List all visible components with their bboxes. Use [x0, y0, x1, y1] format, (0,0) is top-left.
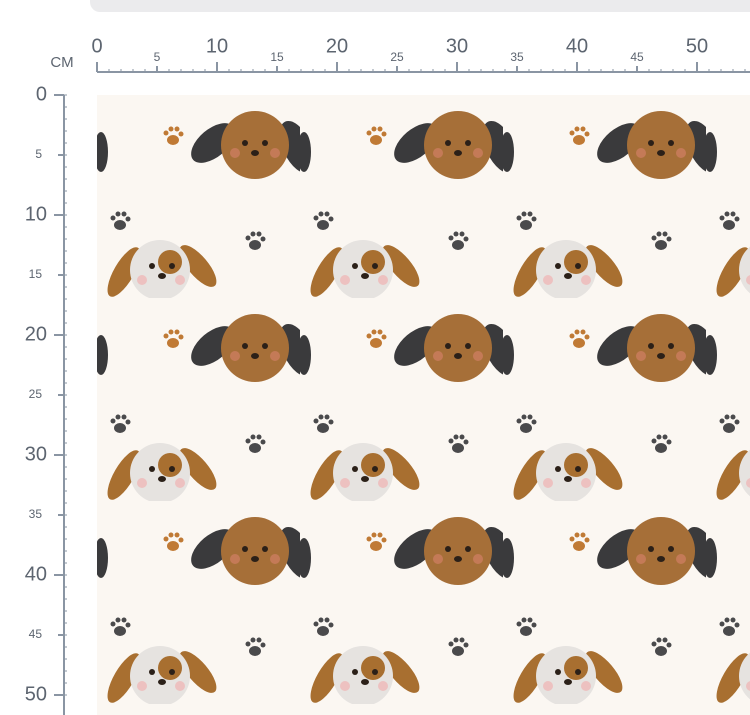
ruler-label: 35: [510, 50, 524, 64]
ruler-label: 5: [154, 50, 161, 64]
ruler-label: 50: [25, 683, 47, 705]
top-bar: [90, 0, 750, 12]
fabric-pattern: [97, 95, 750, 715]
ruler-label: 10: [206, 35, 228, 57]
ruler-label: 0: [36, 83, 47, 105]
ruler-label: 30: [25, 443, 47, 465]
ruler-label: 25: [390, 50, 404, 64]
ruler-label: 10: [25, 203, 47, 225]
ruler-label: 35: [29, 507, 43, 521]
ruler-label: 45: [29, 627, 43, 641]
ruler-label: 20: [25, 323, 47, 345]
ruler-label: 15: [29, 267, 43, 281]
ruler-label: 45: [630, 50, 644, 64]
ruler-label: 20: [326, 35, 348, 57]
ruler-label: 50: [686, 35, 708, 57]
ruler-label: 30: [446, 35, 468, 57]
ruler-label: 40: [566, 35, 588, 57]
ruler-label: 40: [25, 563, 47, 585]
ruler-label: 25: [29, 387, 43, 401]
ruler-label: 15: [270, 50, 284, 64]
ruler-label: 5: [35, 147, 42, 161]
ruler-label: 0: [91, 35, 102, 57]
unit-label: CM: [50, 54, 73, 71]
